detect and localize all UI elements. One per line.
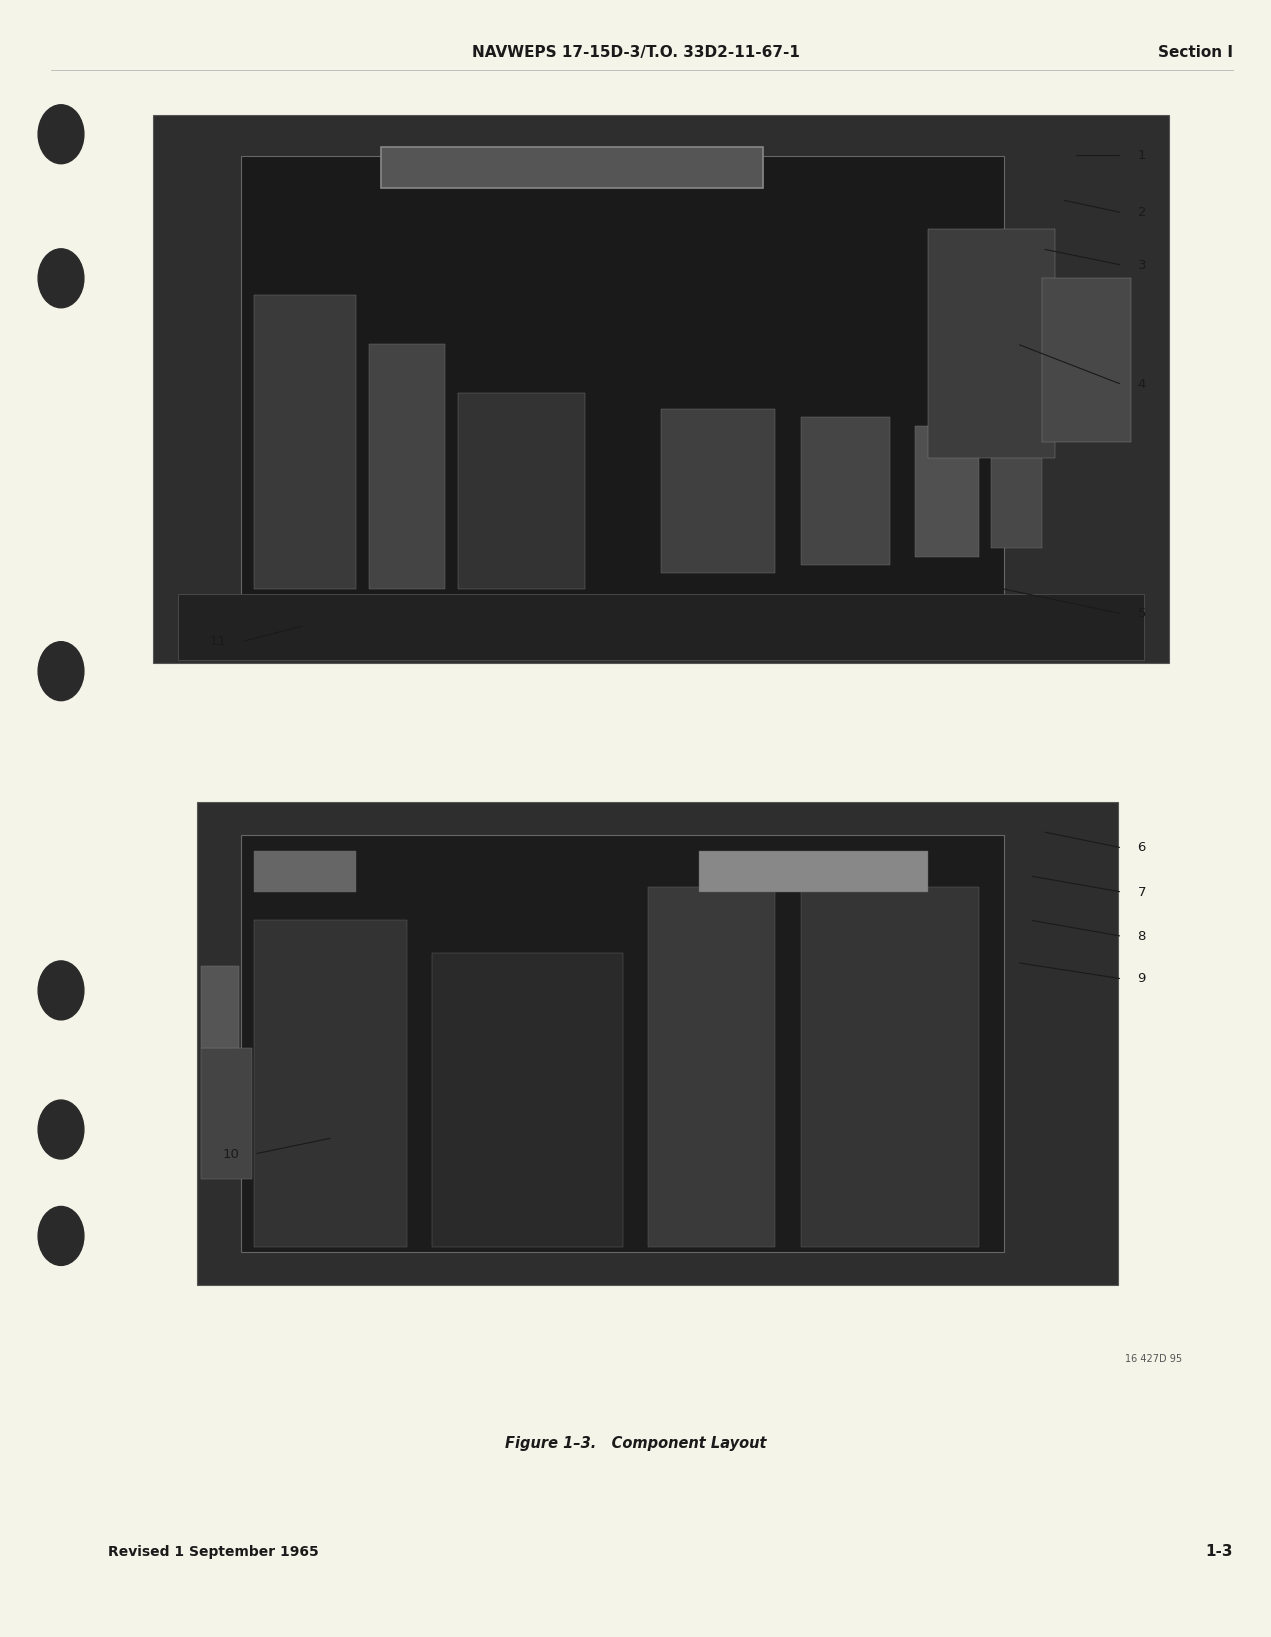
Circle shape <box>38 105 84 164</box>
Bar <box>928 229 1055 458</box>
Bar <box>801 417 890 565</box>
Bar <box>153 115 1169 663</box>
Text: 16 427D 95: 16 427D 95 <box>1125 1354 1182 1364</box>
Text: NAVWEPS 17-15D-3/T.O. 33D2-11-67-1: NAVWEPS 17-15D-3/T.O. 33D2-11-67-1 <box>472 44 799 61</box>
Bar <box>178 594 1144 660</box>
Bar <box>201 966 239 1048</box>
Bar <box>699 851 928 892</box>
Text: 8: 8 <box>1138 930 1146 943</box>
Bar <box>241 156 1004 598</box>
Text: 5: 5 <box>1138 607 1146 620</box>
Bar <box>241 835 1004 1252</box>
Text: 6: 6 <box>1138 841 1146 855</box>
Circle shape <box>38 961 84 1020</box>
Bar <box>201 1048 252 1179</box>
Text: 7: 7 <box>1138 886 1146 899</box>
Bar <box>197 802 1118 1285</box>
Text: 1: 1 <box>1138 149 1146 162</box>
Circle shape <box>38 249 84 308</box>
Bar <box>254 851 356 892</box>
Circle shape <box>38 642 84 701</box>
Text: Revised 1 September 1965: Revised 1 September 1965 <box>108 1545 319 1558</box>
Circle shape <box>38 1206 84 1265</box>
Bar <box>801 887 979 1247</box>
Text: 9: 9 <box>1138 972 1146 985</box>
Bar <box>648 887 775 1247</box>
Circle shape <box>38 1100 84 1159</box>
Text: Figure 1–3.   Component Layout: Figure 1–3. Component Layout <box>505 1436 766 1452</box>
Bar <box>915 426 979 557</box>
Text: 1-3: 1-3 <box>1205 1544 1233 1560</box>
Bar <box>1042 278 1131 442</box>
Bar <box>661 409 775 573</box>
Text: 2: 2 <box>1138 206 1146 219</box>
Bar <box>254 920 407 1247</box>
Bar <box>369 344 445 589</box>
Bar <box>458 393 585 589</box>
Text: 4: 4 <box>1138 378 1146 391</box>
Text: 11: 11 <box>210 635 226 648</box>
Text: Section I: Section I <box>1158 44 1233 61</box>
Bar <box>432 953 623 1247</box>
Text: 3: 3 <box>1138 259 1146 272</box>
Bar <box>991 434 1042 548</box>
Bar <box>254 295 356 589</box>
Bar <box>381 147 763 188</box>
Text: 10: 10 <box>222 1148 239 1161</box>
